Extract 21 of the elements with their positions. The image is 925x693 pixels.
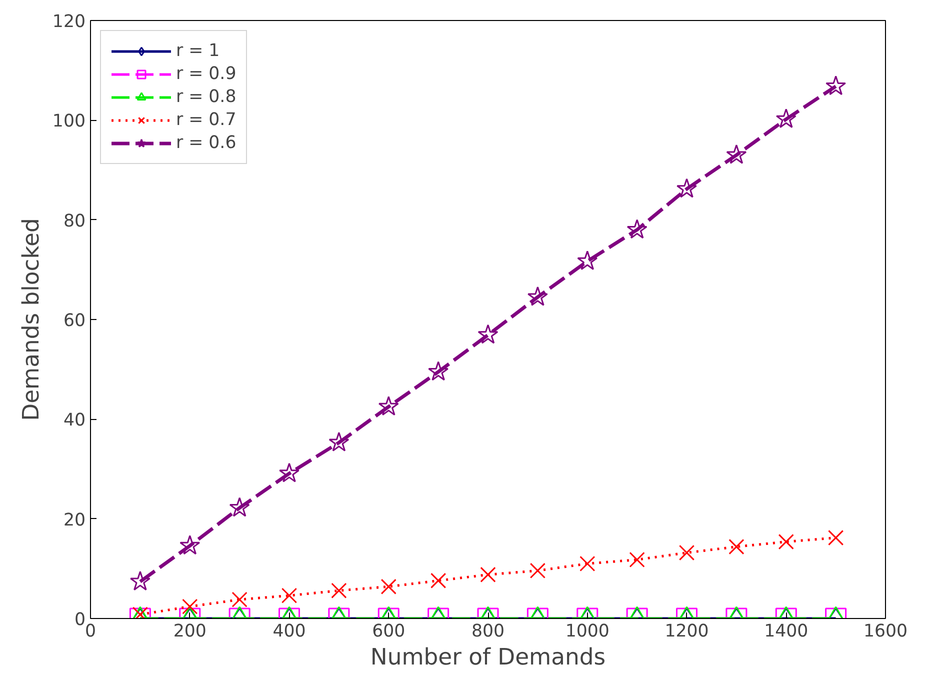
legend-label: r = 0.8 [176, 87, 236, 107]
y-tick-label: 60 [63, 311, 86, 331]
x-tick-label: 1000 [565, 622, 610, 642]
x-tick-label: 600 [372, 622, 406, 642]
x-tick-label: 1400 [764, 622, 808, 642]
y-tick-label: 80 [63, 211, 86, 232]
y-tick-label: 100 [52, 112, 86, 132]
y-tick-label: 40 [63, 410, 86, 431]
legend-label: r = 0.6 [176, 133, 236, 153]
x-tick-label: 200 [173, 622, 206, 642]
legend-label: r = 1 [176, 41, 220, 61]
x-tick-label: 1200 [664, 622, 709, 642]
y-tick-label: 20 [63, 510, 86, 530]
y-axis-title: Demands blocked [18, 218, 44, 421]
legend-label: r = 0.7 [176, 110, 236, 130]
y-tick-label: 120 [52, 12, 86, 32]
x-tick-label: 1600 [863, 622, 908, 642]
x-tick-label: 800 [471, 622, 505, 642]
x-tick-label: 400 [272, 622, 306, 642]
x-axis-title: Number of Demands [370, 644, 606, 670]
legend-label: r = 0.9 [176, 64, 236, 84]
